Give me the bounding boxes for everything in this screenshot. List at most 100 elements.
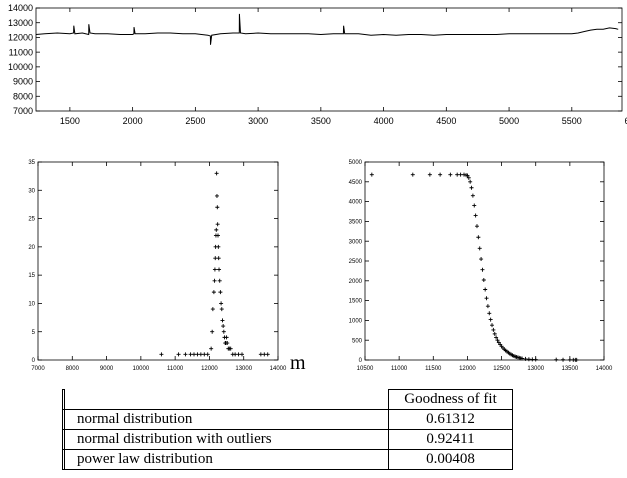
data-point xyxy=(427,172,432,177)
x-tick-label: 12000 xyxy=(459,366,476,372)
data-point xyxy=(491,327,496,332)
x-tick-label: 11000 xyxy=(391,366,408,372)
data-point xyxy=(523,356,528,361)
time-series-chart: 1500 2000 2500 3000 3500 4000 4500 5000 5500 6000… xyxy=(8,3,627,126)
y-tick-label: 0 xyxy=(359,358,363,364)
data-point xyxy=(465,173,470,178)
y-tick-label: 10 xyxy=(28,302,35,308)
x-tick-label: 1500 xyxy=(60,116,80,126)
data-point xyxy=(258,352,263,357)
data-point xyxy=(205,352,210,357)
table-row: normal distribution with outliers 0.9241… xyxy=(62,429,513,450)
plot-frame xyxy=(37,161,279,361)
data-point xyxy=(210,329,215,334)
data-point xyxy=(466,175,471,180)
y-tick-label: 35 xyxy=(28,160,35,166)
goodness-of-fit-table: Goodness of fit normal distribution 0.61… xyxy=(62,389,513,470)
data-point xyxy=(520,356,525,361)
y-tick-label: 12000 xyxy=(8,33,33,43)
x-tick-label: 14000 xyxy=(596,366,613,372)
cumulative-scatter-chart: 10500 11000 11500 12000 12500 13000 13500 14000… xyxy=(349,160,613,372)
x-tick-label: 11500 xyxy=(425,366,442,372)
data-point xyxy=(470,193,475,198)
y-tick-label: 8000 xyxy=(13,91,33,101)
y-tick-label: 9000 xyxy=(13,77,33,87)
data-point xyxy=(468,179,473,184)
data-point xyxy=(225,341,230,346)
data-point xyxy=(494,335,499,340)
table-header-goodness: Goodness of fit xyxy=(388,389,513,410)
y-tick-label: 13000 xyxy=(8,18,33,28)
data-point xyxy=(228,346,233,351)
y-tick-label: 0 xyxy=(32,358,36,364)
x-tick-label: 4500 xyxy=(436,116,456,126)
y-tick-label: 500 xyxy=(352,338,363,344)
y-tick-label: 4500 xyxy=(349,180,363,186)
data-point xyxy=(533,357,538,362)
data-point xyxy=(176,352,181,357)
y-tick-label: 1000 xyxy=(349,319,363,325)
data-point xyxy=(561,357,566,362)
y-tick-label: 20 xyxy=(28,245,35,251)
table-row-label: normal distribution xyxy=(64,409,389,430)
x-tick-label: 12500 xyxy=(493,366,510,372)
y-tick-label: 2000 xyxy=(349,279,363,285)
y-tick-label: 3000 xyxy=(349,239,363,245)
data-point xyxy=(481,278,486,283)
data-point xyxy=(574,357,579,362)
data-point xyxy=(217,267,222,272)
data-point xyxy=(484,296,489,301)
data-point xyxy=(217,278,222,283)
data-point xyxy=(198,352,203,357)
x-tick-label: 3000 xyxy=(248,116,268,126)
data-point xyxy=(192,352,196,357)
data-point xyxy=(216,233,220,238)
x-tick-label: 13000 xyxy=(527,366,544,372)
data-point xyxy=(209,346,214,351)
table-gap-cell xyxy=(62,449,65,470)
data-point xyxy=(216,244,221,249)
data-point xyxy=(473,213,478,218)
data-point xyxy=(195,352,200,357)
x-tick-label: 11000 xyxy=(167,366,184,372)
data-point xyxy=(212,267,217,272)
table-row: normal distribution 0.61312 xyxy=(62,409,513,430)
table-header-blank xyxy=(64,389,389,410)
data-point xyxy=(476,235,481,240)
data-point xyxy=(202,352,207,357)
y-tick-label: 7000 xyxy=(13,106,33,116)
x-tick-label: 5000 xyxy=(499,116,519,126)
data-point xyxy=(487,311,492,316)
data-point xyxy=(219,301,224,306)
y-tick-label: 25 xyxy=(28,217,35,223)
y-tick-label: 5 xyxy=(32,330,36,336)
data-point xyxy=(215,205,220,210)
data-point xyxy=(458,172,463,177)
y-tick-label: 2500 xyxy=(349,259,363,265)
data-point xyxy=(526,357,531,362)
table-header-row: Goodness of fit xyxy=(62,389,513,410)
data-point xyxy=(224,335,229,340)
data-point xyxy=(214,171,219,176)
data-point xyxy=(474,224,479,229)
data-point xyxy=(567,357,572,362)
data-point xyxy=(483,287,488,292)
plot-frame xyxy=(364,161,605,361)
data-point xyxy=(492,331,497,336)
data-point xyxy=(221,329,226,334)
y-tick-label: 14000 xyxy=(8,3,33,13)
frequency-scatter-chart: 7000 8000 9000 10000 11000 12000 13000 14000 0 5 1… xyxy=(28,160,287,372)
data-point xyxy=(233,352,238,357)
data-point xyxy=(240,352,244,357)
data-point xyxy=(488,317,493,322)
table-row-value: 0.61312 xyxy=(388,409,513,430)
data-point xyxy=(220,318,225,323)
stray-glyph: m xyxy=(290,352,306,374)
y-tick-label: 15 xyxy=(28,273,35,279)
data-point xyxy=(410,172,415,177)
data-point xyxy=(479,257,484,262)
data-point xyxy=(469,185,474,190)
data-point xyxy=(265,352,270,357)
data-point xyxy=(472,203,477,208)
x-tick-label: 10000 xyxy=(133,366,150,372)
